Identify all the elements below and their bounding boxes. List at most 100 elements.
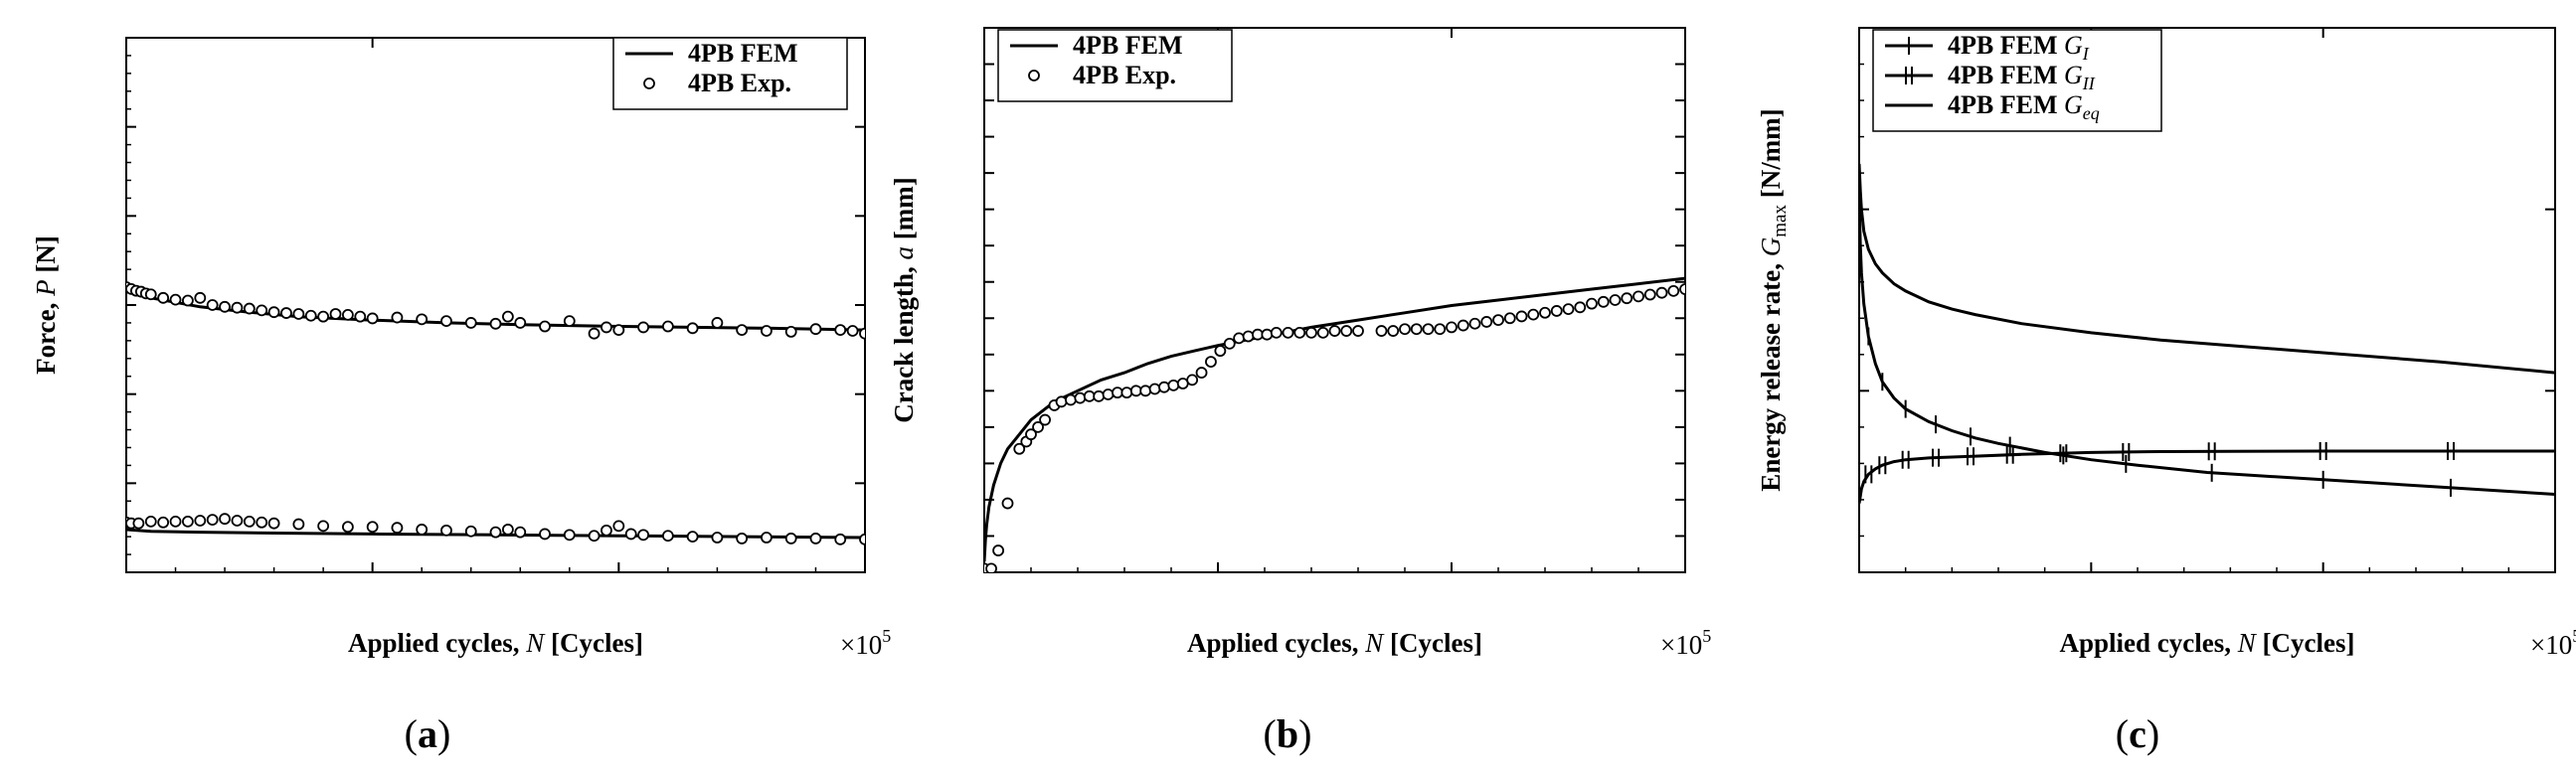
legend-label: 4PB FEM [1073, 31, 1183, 60]
data-point [637, 321, 649, 334]
data-point [391, 311, 404, 324]
data-point [267, 306, 280, 319]
data-point [588, 327, 601, 340]
legend-label: 4PB FEM [688, 39, 798, 68]
data-point [440, 315, 452, 328]
data-point [1176, 378, 1189, 389]
data-point [784, 325, 797, 338]
data-point [1586, 297, 1598, 310]
data-point [1282, 326, 1294, 339]
caption-close: ) [2147, 711, 2159, 756]
data-point [1527, 308, 1540, 321]
panel-caption: (b) [1264, 711, 1312, 756]
data-point [329, 308, 342, 320]
data-point [292, 308, 305, 320]
data-point [1158, 381, 1170, 393]
data-point [219, 300, 231, 313]
data-point [736, 533, 749, 544]
x-multiplier-exp: 5 [882, 626, 891, 646]
y-axis-label: Crack length, a [mm] [889, 177, 919, 422]
legend-marker [1028, 70, 1040, 81]
x-multiplier-base: ×10 [2530, 630, 2572, 660]
data-point [1120, 387, 1133, 399]
data-point [1375, 325, 1388, 337]
x-axis-label: Applied cycles, N [Cycles] [2060, 628, 2355, 658]
data-point [1632, 290, 1644, 303]
data-point [992, 544, 1004, 556]
data-point [539, 320, 551, 333]
legend-box [997, 29, 1233, 102]
data-point [1270, 326, 1283, 339]
data-point [341, 308, 354, 321]
caption-close: ) [437, 711, 450, 756]
x-multiplier: ×105 [2530, 626, 2576, 660]
data-point [132, 517, 145, 530]
data-point [1261, 328, 1274, 341]
series-line [1859, 163, 2555, 375]
data-layer [126, 281, 865, 545]
y-label-var: P [31, 279, 61, 297]
chart-panel-b: Applied cycles, N [Cycles] ×105 Crack leng… [889, 27, 1711, 756]
data-point [1205, 356, 1217, 369]
data-point [489, 317, 502, 330]
data-point [1129, 385, 1142, 397]
data-point [182, 294, 194, 307]
x-label-text: Applied cycles, [2060, 628, 2238, 658]
x-label-unit: [Cycles] [1383, 628, 1482, 658]
data-point [1305, 326, 1317, 339]
data-point [736, 324, 749, 337]
panel-caption: (c) [2116, 711, 2159, 756]
data-point [219, 513, 231, 526]
y-label-sub: max [1770, 205, 1791, 237]
data-point [243, 515, 256, 528]
caption-open: ( [405, 711, 418, 756]
data-point [317, 520, 330, 533]
data-point [1574, 301, 1587, 314]
data-point [1562, 303, 1575, 316]
data-layer [984, 276, 1685, 572]
legend-label-sub: I [2082, 44, 2090, 64]
data-point [1387, 325, 1400, 337]
data-point [1457, 319, 1469, 332]
data-point [243, 302, 256, 315]
data-point [206, 299, 219, 311]
y-label-text: Crack length, [889, 259, 919, 422]
data-point [1074, 391, 1087, 404]
data-point [1001, 497, 1014, 510]
data-point [1102, 388, 1115, 400]
data-point [267, 517, 280, 530]
data-point [1025, 428, 1037, 441]
data-point [157, 516, 170, 529]
data-point [1148, 383, 1161, 395]
y-label-unit: [N/mm] [1756, 108, 1786, 205]
data-point [612, 520, 625, 533]
series-line [126, 528, 865, 540]
data-point [1083, 389, 1096, 402]
data-point [256, 516, 268, 529]
data-point [464, 525, 477, 538]
chart-panel-a: Applied cycles, N [Cycles] ×105 Force, P [… [31, 37, 891, 756]
data-point [1340, 325, 1353, 337]
y-label-unit: [N] [31, 235, 61, 279]
data-point [194, 515, 207, 527]
data-point [304, 309, 317, 322]
data-point [391, 522, 404, 535]
data-point [809, 323, 822, 336]
legend-label-sub: II [2082, 74, 2096, 93]
data-point [1233, 332, 1246, 345]
legend-label-var: G [2064, 61, 2083, 89]
series-line [1859, 200, 2555, 496]
data-point [859, 327, 865, 340]
plot-frame [1858, 27, 2556, 573]
data-point [231, 301, 244, 314]
series-line [1859, 449, 2555, 504]
data-point [1503, 312, 1516, 325]
data-point [588, 530, 601, 543]
data-point [501, 524, 514, 536]
data-point [834, 324, 847, 337]
data-point [1167, 379, 1180, 391]
data-point [317, 310, 330, 323]
x-axis-label: Applied cycles, N [Cycles] [348, 628, 643, 658]
data-point [1468, 317, 1481, 330]
